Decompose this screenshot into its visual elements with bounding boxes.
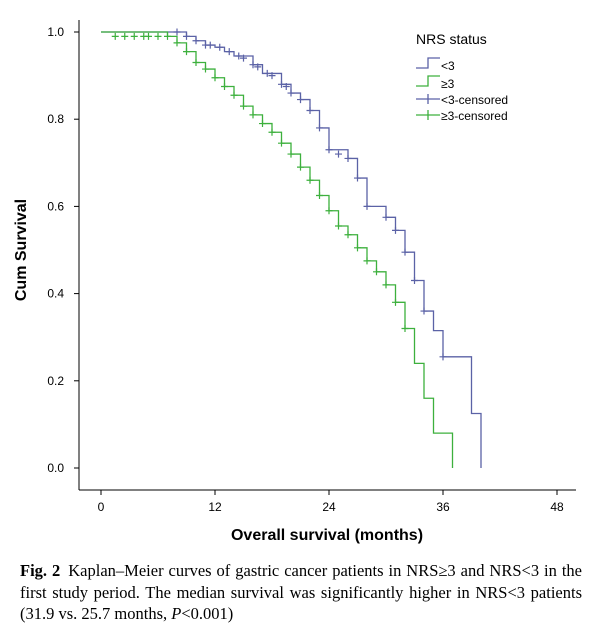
censor-mark (154, 32, 162, 40)
x-tick-label: 36 (436, 500, 450, 514)
censor-mark (439, 353, 447, 361)
censor-mark (249, 61, 257, 69)
censor-mark (254, 63, 262, 71)
axis-ticks: 0 12 24 36 48 0.0 0.2 0.4 0.6 0.8 1.0 (47, 25, 564, 514)
y-tick-label: 0.2 (47, 374, 64, 388)
legend-censor-lt3-icon (416, 94, 440, 104)
legend-title: NRS status (416, 31, 487, 47)
censor-mark (221, 83, 228, 90)
censor-mark (411, 277, 418, 285)
x-tick-label: 12 (208, 500, 222, 514)
censor-mark (225, 48, 233, 56)
legend-line-ge3-icon (416, 75, 440, 87)
survival-curve-ge3 (101, 31, 454, 468)
censor-mark (287, 89, 295, 97)
censor-marks (111, 28, 447, 361)
censor-mark (278, 80, 285, 88)
censor-mark (192, 37, 200, 45)
censor-mark (306, 106, 314, 114)
censor-mark (392, 226, 399, 234)
censor-mark (316, 124, 323, 132)
censor-mark (183, 48, 190, 56)
caption-p-symbol: P (171, 604, 182, 623)
x-axis-title: Overall survival (months) (231, 527, 423, 544)
censor-mark (287, 150, 295, 158)
censor-mark (164, 32, 171, 40)
km-survival-chart: 0 12 24 36 48 0.0 0.2 0.4 0.6 0.8 1.0 Overall surv… (13, 20, 576, 544)
censor-mark (363, 257, 371, 265)
censor-mark (240, 54, 247, 62)
censor-mark (382, 281, 390, 289)
censor-mark (420, 307, 428, 315)
censor-mark (325, 146, 333, 154)
x-tick-label: 0 (98, 500, 105, 514)
censor-mark (211, 74, 219, 82)
legend-label-ge3: ≥3 (441, 77, 455, 91)
censor-mark (363, 202, 371, 210)
censor-mark (173, 28, 181, 36)
y-tick-label: 0.0 (47, 461, 64, 475)
caption-label: Fig. 2 (20, 561, 61, 580)
censor-mark (183, 32, 190, 40)
censor-mark (263, 69, 271, 77)
censor-mark (202, 65, 209, 73)
censor-mark (373, 268, 380, 276)
censor-mark (392, 298, 399, 306)
censor-mark (268, 128, 276, 136)
censor-mark (282, 83, 290, 90)
censor-mark (230, 91, 238, 99)
censor-mark (111, 32, 119, 40)
censor-mark (354, 244, 361, 252)
x-tick-label: 24 (322, 500, 336, 514)
censor-mark (306, 176, 314, 184)
censor-mark (259, 120, 266, 128)
legend-line-lt3-icon (416, 57, 440, 69)
censor-mark (401, 324, 409, 332)
censor-mark (354, 174, 361, 182)
censor-mark (249, 111, 257, 119)
survival-curve-lt3 (101, 31, 482, 468)
survival-curves (101, 31, 482, 468)
legend-label-ge3-censored: ≥3-censored (441, 109, 508, 123)
censor-mark (297, 96, 304, 104)
censor-mark (235, 52, 243, 60)
y-tick-label: 0.6 (47, 199, 64, 213)
censor-mark (268, 72, 276, 80)
censor-mark (325, 207, 333, 215)
censor-mark (344, 154, 352, 162)
censor-mark (297, 163, 304, 171)
censor-mark (316, 192, 323, 199)
censor-mark (382, 213, 390, 221)
censor-mark (278, 139, 285, 147)
legend-censor-ge3-icon (416, 110, 440, 120)
censor-mark (121, 32, 129, 40)
censor-mark (130, 32, 138, 40)
legend-label-lt3: <3 (441, 59, 455, 73)
y-tick-label: 0.4 (47, 287, 64, 301)
censor-mark (335, 150, 342, 158)
legend: NRS status <3 ≥3 <3-censored ≥3-censored (416, 31, 508, 123)
legend-label-lt3-censored: <3-censored (441, 93, 508, 107)
censor-mark (206, 41, 214, 49)
figure-caption: Fig. 2 Kaplan–Meier curves of gastric can… (20, 560, 582, 625)
censor-mark (173, 39, 181, 47)
x-tick-label: 48 (550, 500, 564, 514)
censor-mark (335, 222, 342, 230)
censor-mark (192, 59, 200, 67)
y-tick-label: 1.0 (47, 25, 64, 39)
censor-mark (240, 102, 247, 110)
y-tick-label: 0.8 (47, 112, 64, 126)
censor-mark (145, 32, 152, 40)
caption-text-end: <0.001) (181, 604, 234, 623)
y-axis-title: Cum Survival (13, 199, 30, 301)
censor-mark (344, 231, 352, 239)
caption-text: Kaplan–Meier curves of gastric cancer pa… (20, 561, 582, 623)
censor-mark (401, 248, 409, 256)
censor-mark (216, 43, 224, 51)
